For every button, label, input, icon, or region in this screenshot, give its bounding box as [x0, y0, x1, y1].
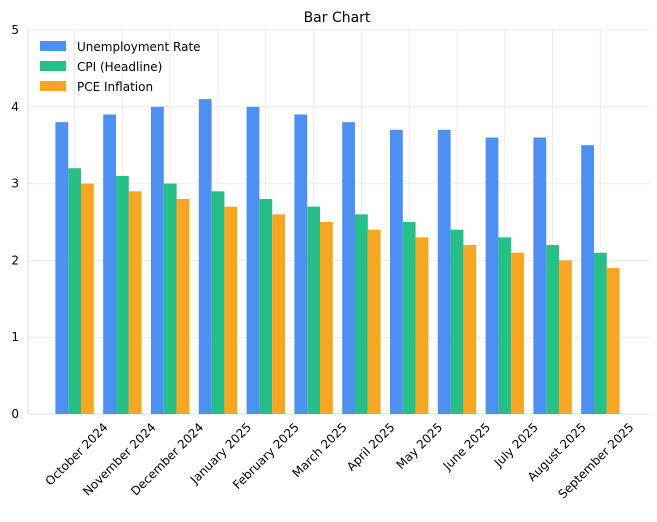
bar-unemployment-rate-6 — [342, 122, 355, 414]
bar-unemployment-rate-4 — [246, 106, 260, 415]
legend-swatch — [40, 41, 66, 51]
bar-cpi-headline-6 — [355, 214, 368, 414]
bar-pce-inflation-2 — [176, 198, 190, 414]
x-tick-label: July 2025 — [491, 420, 541, 470]
bar-cpi-headline-9 — [498, 237, 512, 414]
legend: Unemployment Rate CPI (Headline) PCE Infla… — [40, 40, 201, 94]
bar-pce-inflation-9 — [511, 252, 524, 414]
bar-unemployment-rate-9 — [485, 137, 499, 414]
bar-pce-inflation-8 — [463, 245, 477, 414]
bar-pce-inflation-1 — [128, 191, 142, 414]
chart-title: Bar Chart — [304, 10, 371, 26]
legend-label: Unemployment Rate — [77, 40, 201, 54]
bar-pce-inflation-11 — [606, 268, 620, 414]
bar-unemployment-rate-11 — [581, 145, 594, 414]
bar-cpi-headline-0 — [68, 168, 81, 414]
bar-unemployment-rate-5 — [294, 114, 308, 414]
y-tick-label: 1 — [11, 330, 19, 344]
y-tick-label: 5 — [11, 23, 19, 37]
y-tick-label: 0 — [11, 407, 19, 421]
bar-pce-inflation-5 — [320, 222, 333, 414]
bar-cpi-headline-4 — [259, 198, 273, 414]
legend-swatch — [40, 81, 66, 91]
bar-unemployment-rate-10 — [533, 137, 547, 414]
bar-pce-inflation-3 — [224, 206, 238, 414]
bar-cpi-headline-7 — [402, 222, 416, 414]
y-tick-label: 2 — [11, 253, 19, 267]
bar-unemployment-rate-7 — [390, 129, 403, 414]
bar-cpi-headline-5 — [307, 206, 320, 414]
bar-cpi-headline-3 — [211, 191, 225, 414]
bar-pce-inflation-10 — [559, 260, 572, 414]
bar-pce-inflation-7 — [415, 237, 429, 414]
legend-label: CPI (Headline) — [77, 60, 162, 74]
bar-unemployment-rate-8 — [437, 129, 451, 414]
bar-cpi-headline-8 — [450, 229, 464, 414]
x-tick-label: April 2025 — [344, 420, 398, 474]
bar-pce-inflation-4 — [272, 214, 285, 414]
bar-cpi-headline-2 — [163, 183, 177, 414]
y-tick-label: 4 — [11, 100, 19, 114]
bar-pce-inflation-0 — [81, 183, 94, 414]
bar-unemployment-rate-1 — [103, 114, 116, 414]
y-tick-label: 3 — [11, 177, 19, 191]
bar-cpi-headline-1 — [116, 175, 129, 414]
bar-unemployment-rate-2 — [151, 106, 164, 415]
bars — [55, 99, 620, 415]
x-tick-label: June 2025 — [440, 420, 493, 473]
bar-cpi-headline-11 — [594, 252, 607, 414]
x-tick-label: May 2025 — [394, 420, 446, 472]
bar-unemployment-rate-0 — [55, 122, 69, 414]
bar-pce-inflation-6 — [367, 229, 381, 414]
bar-cpi-headline-10 — [546, 245, 559, 414]
legend-swatch — [40, 61, 66, 71]
y-axis-ticks: 0 1 2 3 4 5 — [11, 23, 19, 421]
bar-unemployment-rate-3 — [198, 99, 212, 415]
legend-label: PCE Inflation — [77, 80, 153, 94]
